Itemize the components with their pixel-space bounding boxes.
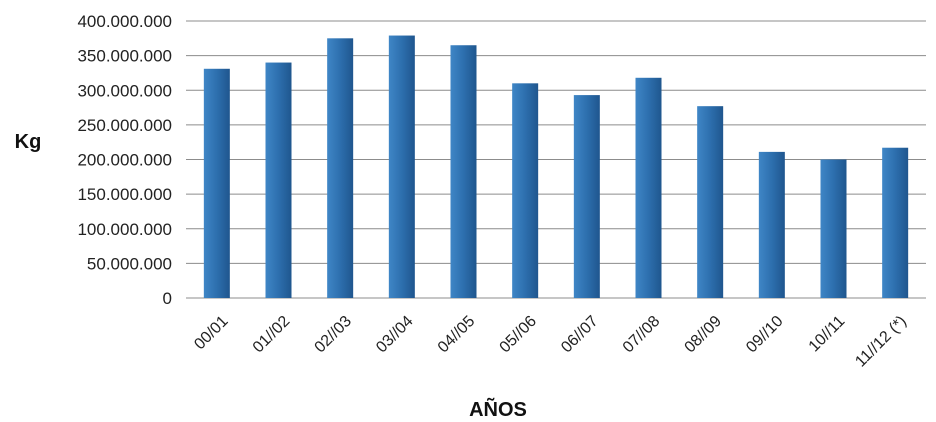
bar [635, 77, 662, 298]
bar [758, 151, 785, 298]
x-tick-label: 08//09 [682, 313, 726, 357]
x-tick-label: 04//05 [435, 313, 479, 357]
bar [512, 83, 539, 298]
x-tick-label: 05//06 [497, 313, 541, 357]
bar [882, 147, 909, 298]
x-tick-label: 00/01 [191, 313, 231, 353]
bar [203, 68, 230, 298]
x-axis-title: AÑOS [469, 398, 527, 421]
x-axis-tick-labels: 00/01 01//02 02//03 03//04 04//05 05//06 06//0… [191, 313, 910, 371]
y-tick-label: 50.000.000 [87, 254, 172, 273]
x-tick-label: 10//11 [806, 313, 849, 356]
x-tick-label: 07//08 [620, 313, 664, 357]
gridlines [186, 20, 926, 299]
bars [203, 35, 909, 299]
y-axis-title: Kg [15, 131, 42, 153]
x-tick-label: 11//12 (*) [852, 313, 910, 371]
y-tick-label: 0 [163, 289, 172, 308]
bar [388, 35, 415, 298]
x-tick-label: 01//02 [250, 313, 294, 357]
y-tick-label: 150.000.000 [77, 185, 172, 204]
x-tick-label: 09//10 [743, 313, 787, 357]
bar [697, 106, 724, 299]
bar [820, 159, 847, 298]
bar [265, 62, 292, 298]
bar [327, 38, 354, 298]
bar [573, 95, 600, 298]
y-tick-label: 200.000.000 [77, 151, 172, 170]
y-tick-label: 350.000.000 [77, 47, 172, 66]
y-axis-tick-labels: 0 50.000.000 100.000.000 150.000.000 200.000… [77, 12, 172, 308]
x-tick-label: 06//07 [558, 313, 602, 357]
y-tick-label: 100.000.000 [77, 220, 172, 239]
y-tick-label: 250.000.000 [77, 116, 172, 135]
x-tick-label: 03//04 [373, 313, 417, 357]
bar [450, 45, 477, 298]
y-tick-label: 300.000.000 [77, 81, 172, 100]
x-tick-label: 02//03 [312, 313, 356, 357]
y-tick-label: 400.000.000 [77, 12, 172, 31]
